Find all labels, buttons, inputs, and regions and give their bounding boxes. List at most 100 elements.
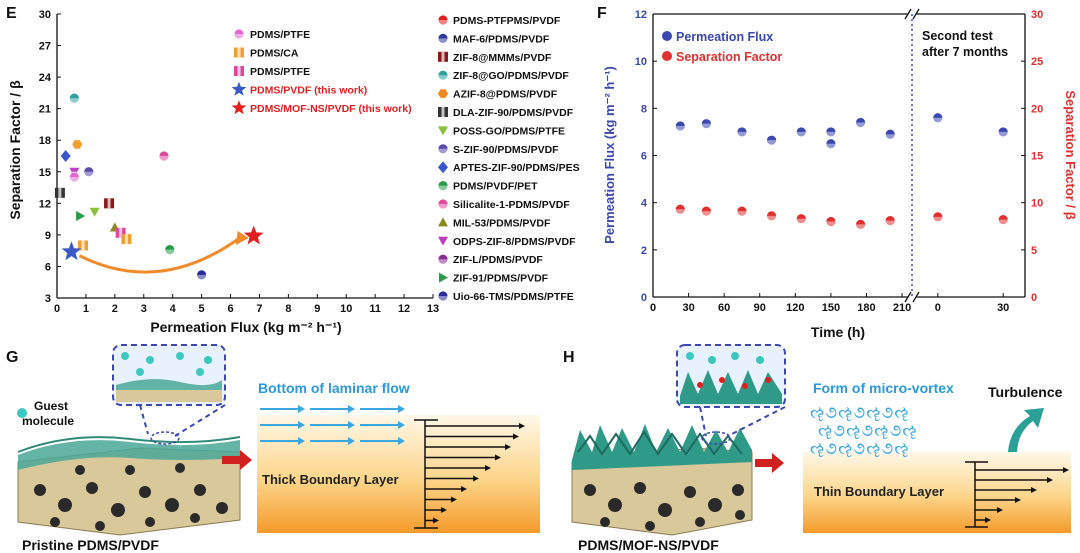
f-xtick-label: 120 (786, 302, 804, 314)
e-xtick-label: 1 (83, 303, 89, 315)
f-point-flux-half (736, 131, 747, 137)
boundary-box-g (257, 415, 540, 533)
f-point-sep (855, 218, 866, 230)
vortex-row-3: ૡ૭ૡ૭ૡ૭ૡ (810, 439, 910, 458)
e-point (61, 241, 82, 261)
vortex-row-1: ૡ૭ૡ૭ૡ૭ૡ (810, 403, 910, 422)
e-legend-left-label: PDMS/MOF-NS/PVDF (this work) (250, 103, 412, 115)
f-point-sep (766, 210, 778, 222)
e-xtick-label: 9 (314, 303, 320, 315)
f-point-flux (674, 120, 686, 132)
thin-boundary-label: Thin Boundary Layer (814, 484, 944, 499)
f-point-flux-half (701, 123, 712, 129)
panel-h: Form of micro-vortex ૡ૭ૡ૭ૡ૭ૡ ૡ૭ૡ૭ૡ૭ૡ ૡ૭ૡ… (571, 344, 1071, 553)
e-point-half (159, 156, 170, 161)
turbulence-arrow-icon (1008, 408, 1044, 452)
f-point-sep-half (796, 218, 807, 224)
e-legend-left-label: PDMS/PVDF (this work) (250, 85, 367, 97)
e-legend-right-marker-half (438, 20, 448, 25)
e-ytick-label: 12 (39, 198, 51, 210)
f-ytick-left-label: 10 (635, 56, 647, 68)
panel-label-g: G (6, 349, 18, 366)
e-legend-right-marker (438, 161, 448, 174)
e-point-stripe (58, 187, 62, 198)
e-legend-right-marker-half (438, 148, 448, 154)
profile-arrowhead (519, 423, 525, 429)
e-legend-right-marker (439, 272, 448, 283)
profile-arrowhead (473, 475, 479, 482)
f-xtick-label: 150 (822, 302, 840, 314)
f-legend-sep-label: Separation Factor (676, 50, 782, 64)
e-legend-right-marker (437, 143, 449, 155)
profile-arrowhead (985, 517, 991, 523)
f-break (912, 291, 920, 303)
f-point-sep-half (932, 216, 943, 222)
f-point-sep (932, 211, 944, 223)
caption-g: Pristine PDMS/PVDF (22, 537, 159, 553)
f-point-sep (795, 213, 807, 225)
f-point-sep-half (855, 224, 866, 230)
e-point-half (69, 98, 80, 104)
micro-vortex-label: Form of micro-vortex (813, 380, 954, 396)
f-xlabel: Time (h) (811, 324, 865, 340)
e-legend-right-label: AZIF-8@PDMS/PVDF (453, 89, 558, 101)
f-break (904, 8, 912, 20)
e-legend-right-marker (438, 236, 448, 246)
e-point (72, 140, 83, 149)
panel-label-e: E (6, 5, 17, 22)
f-ytick-left-label: 12 (635, 9, 647, 21)
profile-arrowhead (1015, 497, 1021, 503)
e-legend-right-label: PDMS-PTFPMS/PVDF (453, 15, 561, 27)
e-ytick-label: 15 (39, 167, 51, 179)
e-legend-right-marker-stripe (441, 51, 445, 62)
turbulence-label: Turbulence (988, 384, 1063, 400)
e-legend-right-label: APTES-ZIF-90/PDMS/PES (453, 162, 580, 174)
e-legend-right-marker (437, 290, 449, 302)
e-legend-right-marker-half (438, 259, 448, 265)
f-point-flux-half (932, 117, 943, 123)
f-xtick-label: 210 (893, 302, 911, 314)
e-legend-right-label: ZIF-8@GO/PDMS/PVDF (453, 70, 569, 82)
f-legend-flux-label: Permeation Flux (676, 30, 773, 44)
laminar-arrow-head (298, 405, 305, 413)
e-point (83, 166, 95, 178)
f-point-sep-half (701, 211, 712, 217)
f-ytick-right-label: 15 (1031, 151, 1043, 163)
e-legend-left-label: PDMS/CA (250, 48, 299, 60)
e-point (60, 150, 71, 162)
e-xlabel: Permeation Flux (kg m⁻² h⁻¹) (150, 319, 341, 335)
e-legend-right-marker-stripe (441, 107, 445, 117)
e-legend-left-marker-stripe (237, 66, 241, 76)
e-legend-right-label: Silicalite-1-PDMS/PVDF (453, 199, 570, 211)
f-xtick-label: 0 (650, 302, 656, 314)
panel-label-h: H (563, 349, 575, 366)
e-legend-right-label: MIL-53/PDMS/PVDF (453, 217, 551, 229)
f-point-flux (736, 126, 748, 138)
f-point-flux (932, 112, 944, 124)
e-legend-right-marker (437, 14, 449, 26)
profile-arrowhead (451, 496, 457, 503)
f-point-flux-half (796, 131, 807, 137)
f-xtick-label: 30 (997, 302, 1009, 314)
profile-arrowhead (485, 465, 491, 471)
e-legend-right-label: ODPS-ZIF-8/PDMS/PVDF (453, 236, 576, 248)
e-xtick-label: 10 (340, 303, 352, 315)
e-legend-right-label: DLA-ZIF-90/PDMS/PVDF (453, 107, 574, 119)
f-xtick-label: 0 (935, 302, 941, 314)
e-legend-right-marker-half (438, 38, 448, 44)
f-ytick-left-label: 6 (641, 151, 647, 163)
profile-arrowhead (441, 507, 447, 513)
f-xtick-label: 60 (718, 302, 730, 314)
f-ytick-left-label: 4 (641, 198, 648, 210)
f-point-sep (884, 215, 896, 226)
f-legend-flux-marker (662, 31, 672, 41)
f-ytick-right-label: 0 (1031, 292, 1037, 304)
e-legend-left-marker (231, 100, 247, 115)
f-point-sep-half (675, 209, 686, 215)
e-ytick-label: 24 (39, 72, 52, 84)
e-legend-right-marker (437, 33, 449, 44)
e-legend-right-marker (438, 89, 448, 98)
e-xtick-label: 12 (398, 303, 410, 315)
e-legend-right-marker (437, 198, 449, 210)
e-point (89, 207, 100, 217)
